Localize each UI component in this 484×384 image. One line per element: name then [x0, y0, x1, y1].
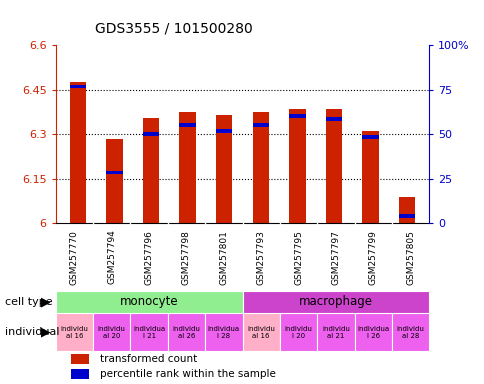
Bar: [106, 139, 122, 223]
Bar: [252, 112, 269, 223]
Bar: [362, 131, 378, 223]
Bar: [130, 313, 167, 351]
Bar: [288, 109, 305, 223]
Bar: [288, 114, 305, 118]
Text: macrophage: macrophage: [298, 295, 372, 308]
Text: individu
al 26: individu al 26: [172, 326, 200, 339]
Text: GSM257795: GSM257795: [293, 230, 302, 285]
Text: ▶: ▶: [41, 295, 51, 308]
Bar: [71, 354, 89, 364]
Bar: [93, 313, 130, 351]
Text: individu
al 28: individu al 28: [396, 326, 424, 339]
Bar: [362, 135, 378, 139]
Bar: [71, 369, 89, 379]
Text: percentile rank within the sample: percentile rank within the sample: [100, 369, 275, 379]
Bar: [279, 313, 317, 351]
Bar: [325, 109, 342, 223]
Bar: [56, 313, 93, 351]
Text: GSM257805: GSM257805: [405, 230, 414, 285]
Bar: [354, 313, 391, 351]
Text: GSM257794: GSM257794: [107, 230, 116, 285]
Text: GSM257798: GSM257798: [182, 230, 191, 285]
Text: individua
l 21: individua l 21: [133, 326, 165, 339]
Text: individu
al 20: individu al 20: [98, 326, 125, 339]
Bar: [398, 214, 415, 218]
Bar: [69, 84, 86, 88]
Text: individu
al 16: individu al 16: [60, 326, 88, 339]
Bar: [391, 313, 428, 351]
Bar: [179, 123, 196, 127]
Text: transformed count: transformed count: [100, 354, 197, 364]
Bar: [142, 132, 159, 136]
Bar: [106, 171, 122, 174]
Bar: [167, 313, 205, 351]
Text: GSM257770: GSM257770: [70, 230, 79, 285]
Bar: [325, 117, 342, 121]
Text: individu
al 21: individu al 21: [321, 326, 349, 339]
Bar: [179, 112, 196, 223]
Bar: [215, 115, 232, 223]
Text: GSM257796: GSM257796: [144, 230, 153, 285]
Bar: [317, 313, 354, 351]
Text: GSM257801: GSM257801: [219, 230, 228, 285]
Text: GSM257797: GSM257797: [331, 230, 340, 285]
Bar: [215, 129, 232, 133]
Bar: [205, 313, 242, 351]
Text: GSM257793: GSM257793: [256, 230, 265, 285]
Text: ▶: ▶: [41, 326, 51, 339]
Bar: [142, 118, 159, 223]
Bar: [69, 82, 86, 223]
Text: GSM257799: GSM257799: [368, 230, 377, 285]
Text: individua
l 26: individua l 26: [356, 326, 389, 339]
Bar: [242, 291, 428, 313]
Bar: [252, 123, 269, 127]
Text: individu
l 20: individu l 20: [284, 326, 312, 339]
Text: individual: individual: [5, 327, 59, 337]
Text: GDS3555 / 101500280: GDS3555 / 101500280: [94, 22, 252, 35]
Text: monocyte: monocyte: [120, 295, 178, 308]
Text: individu
al 16: individu al 16: [247, 326, 274, 339]
Bar: [56, 291, 242, 313]
Bar: [242, 313, 279, 351]
Bar: [398, 197, 415, 223]
Text: individua
l 28: individua l 28: [207, 326, 240, 339]
Text: cell type: cell type: [5, 297, 52, 307]
